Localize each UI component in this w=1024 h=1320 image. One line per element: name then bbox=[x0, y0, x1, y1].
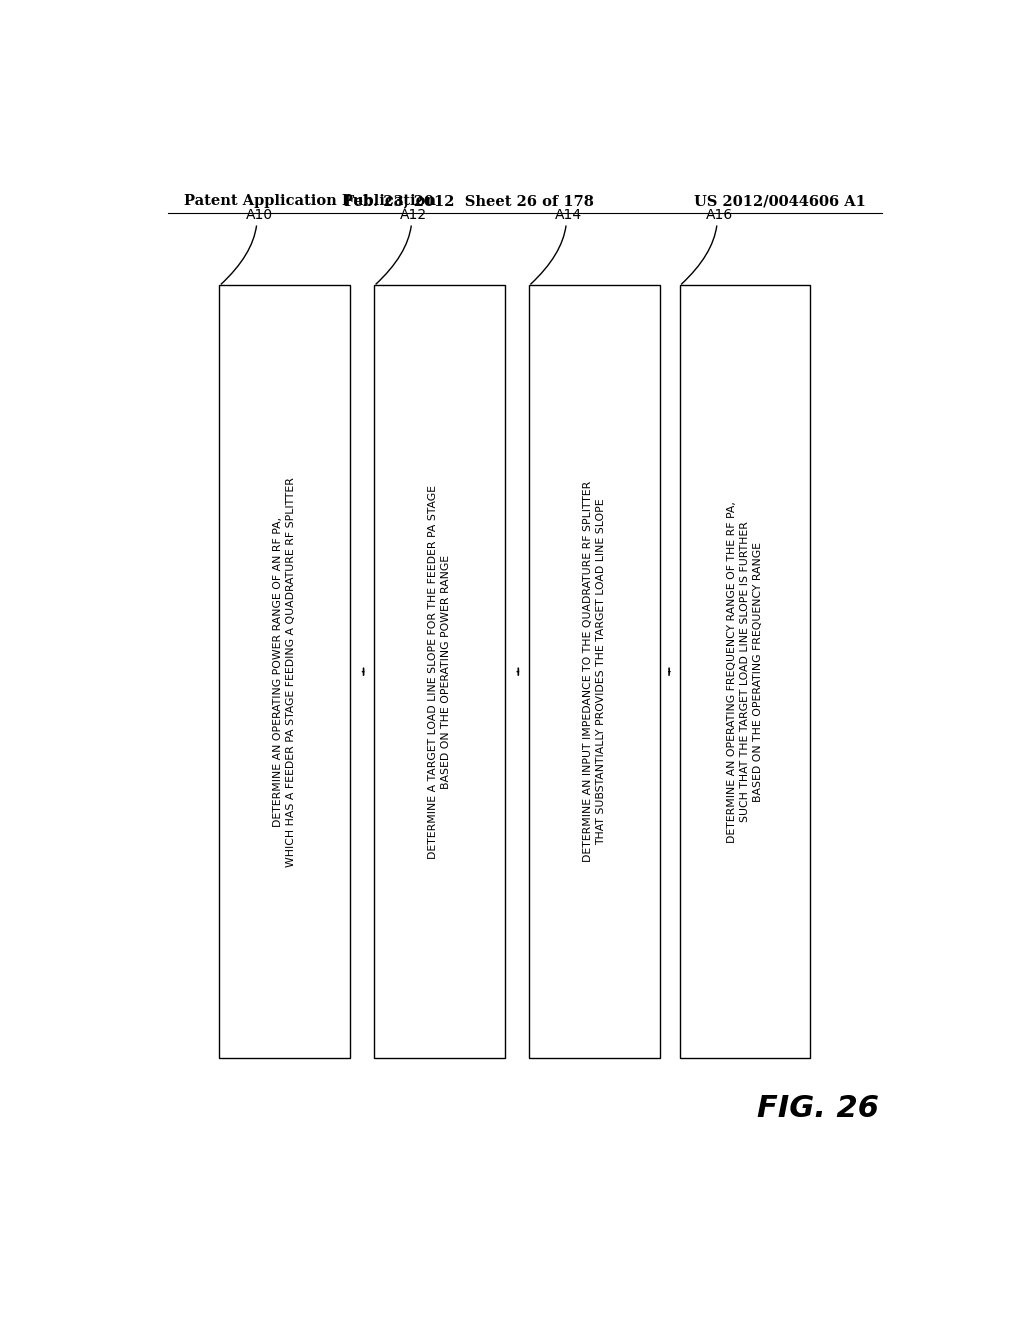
Text: DETERMINE AN OPERATING POWER RANGE OF AN RF PA,
WHICH HAS A FEEDER PA STAGE FEED: DETERMINE AN OPERATING POWER RANGE OF AN… bbox=[273, 477, 296, 867]
Text: DETERMINE AN OPERATING FREQUENCY RANGE OF THE RF PA,
SUCH THAT THE TARGET LOAD L: DETERMINE AN OPERATING FREQUENCY RANGE O… bbox=[727, 500, 763, 842]
Text: FIG. 26: FIG. 26 bbox=[758, 1094, 880, 1123]
Text: DETERMINE A TARGET LOAD LINE SLOPE FOR THE FEEDER PA STAGE
BASED ON THE OPERATIN: DETERMINE A TARGET LOAD LINE SLOPE FOR T… bbox=[428, 484, 452, 859]
Text: Feb. 23, 2012  Sheet 26 of 178: Feb. 23, 2012 Sheet 26 of 178 bbox=[344, 194, 594, 209]
Bar bbox=[528, 285, 659, 1057]
Bar bbox=[374, 285, 505, 1057]
Bar bbox=[680, 285, 811, 1057]
Text: A10: A10 bbox=[246, 209, 272, 223]
Bar bbox=[219, 285, 350, 1057]
Text: A16: A16 bbox=[706, 209, 733, 223]
Text: Patent Application Publication: Patent Application Publication bbox=[183, 194, 435, 209]
Text: A12: A12 bbox=[400, 209, 427, 223]
Text: A14: A14 bbox=[555, 209, 582, 223]
Text: DETERMINE AN INPUT IMPEDANCE TO THE QUADRATURE RF SPLITTER
THAT SUBSTANTIALLY PR: DETERMINE AN INPUT IMPEDANCE TO THE QUAD… bbox=[583, 480, 606, 862]
Text: US 2012/0044606 A1: US 2012/0044606 A1 bbox=[694, 194, 866, 209]
